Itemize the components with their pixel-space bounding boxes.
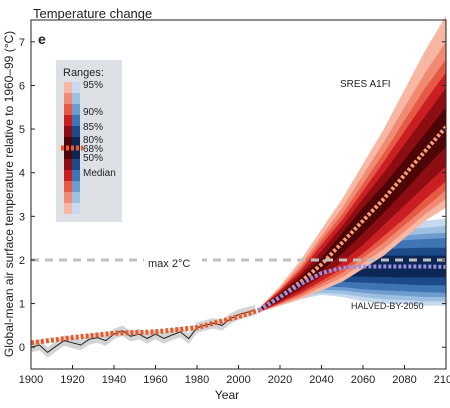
legend-swatch-blue: [72, 126, 80, 137]
legend-swatch-red: [64, 93, 72, 104]
x-tick-label: 2020: [268, 374, 292, 386]
y-tick-label: 7: [19, 37, 25, 49]
x-tick-label: 2080: [392, 374, 416, 386]
legend-swatch-blue: [72, 104, 80, 115]
x-tick-label: 1900: [19, 374, 43, 386]
legend-swatch-red: [64, 126, 72, 137]
y-tick-label: 3: [19, 211, 25, 223]
legend-swatch-blue: [72, 93, 80, 104]
legend-swatch-red: [64, 115, 72, 126]
legend-swatch-red: [64, 159, 72, 170]
halved-by-2050-band-50pct: [259, 255, 446, 311]
halved-by-2050-median-line: [258, 264, 447, 312]
legend-label: 95%: [83, 80, 103, 91]
sres-a1fi-band-95pct: [259, 15, 446, 313]
legend-swatch-blue: [72, 181, 80, 192]
legend-label: Median: [83, 168, 116, 179]
legend-swatch-red: [64, 148, 72, 159]
projection-bands: [259, 15, 446, 313]
x-tick-label: 1920: [60, 374, 84, 386]
legend-swatch-blue: [72, 137, 80, 148]
median-lines: [30, 125, 448, 346]
x-tick-label: 2000: [226, 374, 250, 386]
legend-swatch-blue: [72, 148, 80, 159]
y-axis-title: Global-mean air surface temperature rela…: [2, 31, 16, 357]
y-tick-label: 0: [19, 342, 25, 354]
legend-swatch-blue: [72, 159, 80, 170]
x-tick-label: 1960: [143, 374, 167, 386]
legend-swatch-blue: [72, 115, 80, 126]
x-axis-title: Year: [215, 388, 239, 402]
legend-swatches: [61, 82, 83, 214]
legend-swatch-blue: [72, 203, 80, 214]
x-tick-label: 2040: [309, 374, 333, 386]
legend-swatch-red: [64, 104, 72, 115]
y-tick-label: 1: [19, 299, 25, 311]
threshold-label-bg: [144, 256, 202, 270]
axes: 1900 1920 1940 1960 1980 2000 2020 2040 2060 2080…: [19, 37, 450, 386]
legend-labels: 95% 90% 85% 80%68%50% Median: [83, 80, 116, 179]
series-label-halved-by-2050: HALVED-BY-2050: [351, 301, 424, 311]
panel-letter: e: [38, 31, 46, 47]
legend-title: Ranges:: [63, 67, 104, 79]
legend-label: 80%: [83, 135, 103, 146]
x-tick-label: 1980: [185, 374, 209, 386]
threshold-label: max 2°C: [148, 258, 190, 270]
legend-swatch-blue: [72, 82, 80, 93]
series-label-sres-a1fi: SRES A1FI: [340, 79, 391, 90]
y-tick-label: 5: [19, 124, 25, 136]
y-tick-label: 2: [19, 255, 25, 267]
x-tick-label: 1940: [102, 374, 126, 386]
legend-swatch-blue: [72, 170, 80, 181]
sres-a1fi-band-68pct: [259, 87, 446, 312]
legend-label: 50%: [83, 153, 103, 164]
chart-title: Temperature change: [33, 6, 152, 21]
historical-median-line: [30, 307, 261, 346]
legend-label: 68%: [83, 144, 103, 155]
legend-label: 90%: [83, 107, 103, 118]
range-legend: Ranges: 95% 90% 85% 80%68%50% Median: [56, 60, 122, 222]
legend-swatch-blue: [72, 192, 80, 203]
legend-swatch-red: [64, 170, 72, 181]
x-tick-label: 2060: [351, 374, 375, 386]
legend-swatch-red: [64, 203, 72, 214]
legend-swatch-red: [64, 181, 72, 192]
legend-swatch-red: [64, 192, 72, 203]
legend-swatch-red: [64, 82, 72, 93]
y-tick-label: 6: [19, 80, 25, 92]
legend-swatch-red: [64, 137, 72, 148]
y-tick-label: 4: [19, 168, 25, 180]
legend-label: 85%: [83, 122, 103, 133]
